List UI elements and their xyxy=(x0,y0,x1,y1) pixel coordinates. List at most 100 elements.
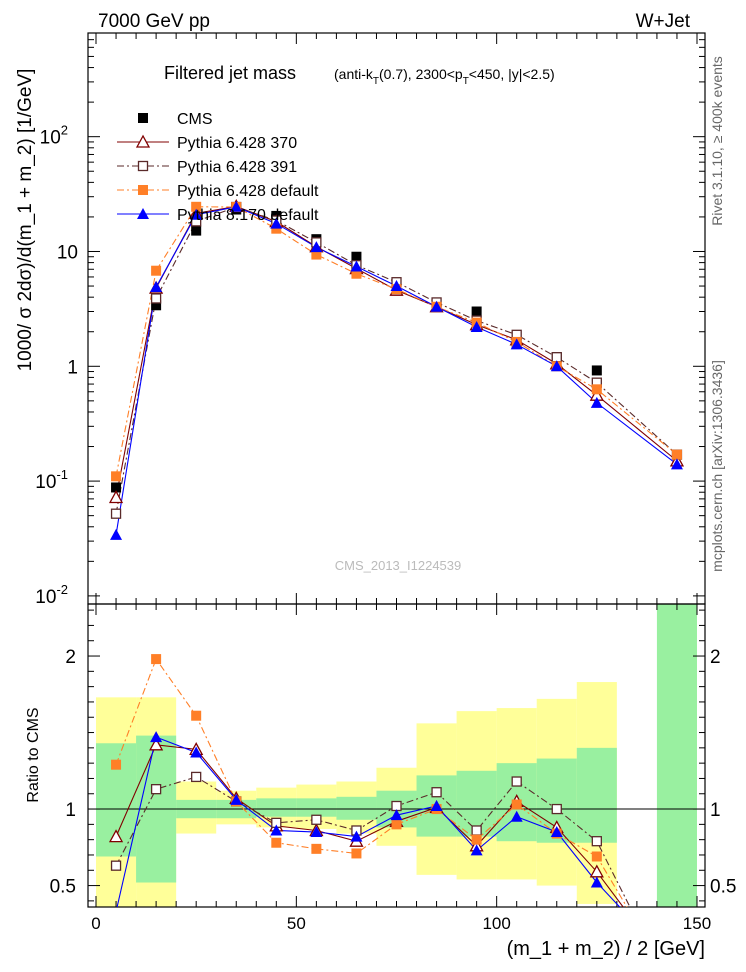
point-pythia-6-428-default xyxy=(191,201,202,212)
ratio-point-pythia-6-428-default xyxy=(511,799,522,810)
point-pythia-8-170-default xyxy=(310,241,323,253)
axis-ticks: 0 50 100 150 10-2 10-1 1 10 102 0.5 0.5 1 1 2 2 xyxy=(35,32,736,933)
ratio-point-pythia-6-428-391 xyxy=(511,776,522,787)
point-pythia-8-170-default xyxy=(670,458,683,470)
ratio-point-pythia-8-170-default xyxy=(310,826,323,838)
point-pythia-6-428-default xyxy=(671,449,682,460)
ratio-line-pythia-6-428-default xyxy=(115,657,628,907)
series-line-pythia-6-428-default xyxy=(115,206,678,477)
legend: CMS Pythia 6.428 370 Pythia 6.428 391 Pythi… xyxy=(117,111,319,224)
ratio-point-pythia-8-170-default xyxy=(230,793,243,805)
plot-title: Filtered jet mass xyxy=(164,63,296,83)
point-pythia-8-170-default xyxy=(190,208,203,220)
ratio-point-pythia-8-170-default xyxy=(510,810,523,822)
header-left: 7000 GeV pp xyxy=(98,11,210,32)
x-tick-label: 50 xyxy=(287,914,306,933)
ratio-point-pythia-8-170-default xyxy=(270,824,283,836)
ratio-point-pythia-6-428-370 xyxy=(149,737,164,751)
ratio-point-pythia-6-428-default xyxy=(311,843,322,854)
y-tick-label: 102 xyxy=(40,123,68,149)
ratio-point-pythia-6-428-391 xyxy=(311,814,322,825)
legend-marker-pythia-6-428-391 xyxy=(137,160,149,172)
point-cms xyxy=(151,300,162,311)
y-tick-label: 1 xyxy=(67,357,78,378)
point-pythia-8-170-default xyxy=(470,320,483,332)
y-tick-label: 10-1 xyxy=(35,467,68,493)
stat-band xyxy=(256,798,297,817)
legend-label-cms: CMS xyxy=(177,111,213,128)
legend-marker-cms xyxy=(138,113,148,123)
ratio-point-pythia-6-428-default xyxy=(471,834,482,845)
ratio-y-tick-label: 2 xyxy=(65,647,76,668)
ratio-point-pythia-6-428-370 xyxy=(108,829,124,843)
ratio-point-pythia-6-428-default xyxy=(391,819,402,830)
point-cms xyxy=(351,251,362,262)
ratio-point-pythia-8-170-default xyxy=(550,826,563,838)
ratio-point-pythia-6-428-391 xyxy=(471,825,482,836)
legend-marker-pythia-6-428-370 xyxy=(135,134,151,148)
ratio-bands xyxy=(88,604,705,907)
x-tick-label: 100 xyxy=(482,914,510,933)
main-y-axis-label: 1000/ σ 2dσ)/d(m_1 + m_2) [1/GeV] xyxy=(15,69,36,372)
ratio-y-tick-label-right: 2 xyxy=(710,647,721,668)
x-tick-label: 0 xyxy=(91,914,100,933)
ratio-point-pythia-6-428-391 xyxy=(110,860,122,871)
y-tick-label: 10-2 xyxy=(35,582,68,608)
point-pythia-8-170-default xyxy=(390,280,403,292)
series-line-pythia-6-428-370 xyxy=(115,205,678,498)
legend-marker-pythia-8-170-default xyxy=(137,208,149,219)
ratio-point-pythia-6-428-default xyxy=(151,654,162,665)
point-pythia-8-170-default xyxy=(590,396,603,408)
legend-label-pythia-8-170-default: Pythia 8.170 default xyxy=(177,207,319,224)
stat-band xyxy=(576,747,617,843)
ratio-line-pythia-6-428-391 xyxy=(115,776,631,907)
point-pythia-6-428-default xyxy=(271,223,282,234)
series-line-pythia-6-428-391 xyxy=(115,206,678,514)
stat-band xyxy=(656,604,697,907)
ratio-point-pythia-6-428-default xyxy=(591,851,602,862)
ratio-y-tick-label-right: 1 xyxy=(710,800,721,821)
series-line-pythia-8-170-default xyxy=(115,206,678,535)
ratio-point-pythia-6-428-391 xyxy=(191,771,202,783)
y-tick-label: 10 xyxy=(57,242,78,263)
ratio-point-pythia-6-428-default xyxy=(111,759,122,770)
series-markers xyxy=(108,199,685,888)
series-lines xyxy=(115,205,678,907)
watermark: CMS_2013_I1224539 xyxy=(335,558,462,573)
point-pythia-6-428-391 xyxy=(110,508,122,519)
legend-marker-pythia-6-428-default xyxy=(138,185,148,195)
point-pythia-8-170-default xyxy=(230,200,243,212)
ratio-point-pythia-6-428-391 xyxy=(431,787,442,798)
ratio-y-tick-label-right: 0.5 xyxy=(710,877,736,898)
ratio-point-pythia-6-428-391 xyxy=(551,803,562,815)
ratio-point-pythia-8-170-default xyxy=(190,746,203,758)
stat-band xyxy=(336,796,377,820)
ratio-point-pythia-8-170-default xyxy=(470,844,483,856)
ratio-point-pythia-6-428-391 xyxy=(391,800,402,812)
point-pythia-8-170-default xyxy=(350,260,363,272)
ratio-point-pythia-8-170-default xyxy=(350,830,363,842)
point-pythia-6-428-391 xyxy=(150,293,162,304)
ratio-point-pythia-6-428-default xyxy=(351,848,362,859)
point-pythia-6-428-default xyxy=(311,249,322,260)
point-pythia-8-170-default xyxy=(150,281,163,293)
point-cms xyxy=(111,482,122,493)
ratio-point-pythia-6-428-default xyxy=(271,837,282,848)
point-pythia-8-170-default xyxy=(270,217,283,229)
point-pythia-6-428-370 xyxy=(108,490,124,504)
point-pythia-6-428-default xyxy=(591,384,602,395)
point-pythia-8-170-default xyxy=(110,528,123,540)
ratio-point-pythia-6-428-391 xyxy=(591,836,602,847)
point-pythia-6-428-default xyxy=(351,268,362,279)
point-cms xyxy=(591,365,602,376)
ratio-line-pythia-8-170-default xyxy=(116,736,621,907)
point-pythia-8-170-default xyxy=(430,300,443,312)
ratio-y-tick-label: 0.5 xyxy=(50,877,76,898)
side-label-rivet: Rivet 3.1.10, ≥ 400k events xyxy=(709,56,725,226)
point-cms xyxy=(471,306,482,317)
ratio-point-pythia-6-428-391 xyxy=(150,784,162,795)
x-axis-label: (m_1 + m_2) / 2 [GeV] xyxy=(507,938,705,960)
point-pythia-6-428-default xyxy=(151,265,162,276)
ratio-y-tick-label: 1 xyxy=(65,800,76,821)
